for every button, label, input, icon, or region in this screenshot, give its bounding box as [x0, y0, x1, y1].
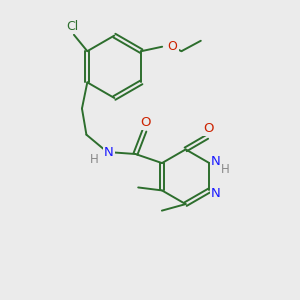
- Text: N: N: [104, 146, 114, 159]
- Text: O: O: [167, 40, 177, 52]
- Text: O: O: [141, 116, 151, 129]
- Text: H: H: [221, 163, 230, 176]
- Text: H: H: [90, 153, 99, 166]
- Text: N: N: [211, 187, 221, 200]
- Text: N: N: [211, 155, 221, 168]
- Text: Cl: Cl: [66, 20, 79, 33]
- Text: O: O: [203, 122, 214, 135]
